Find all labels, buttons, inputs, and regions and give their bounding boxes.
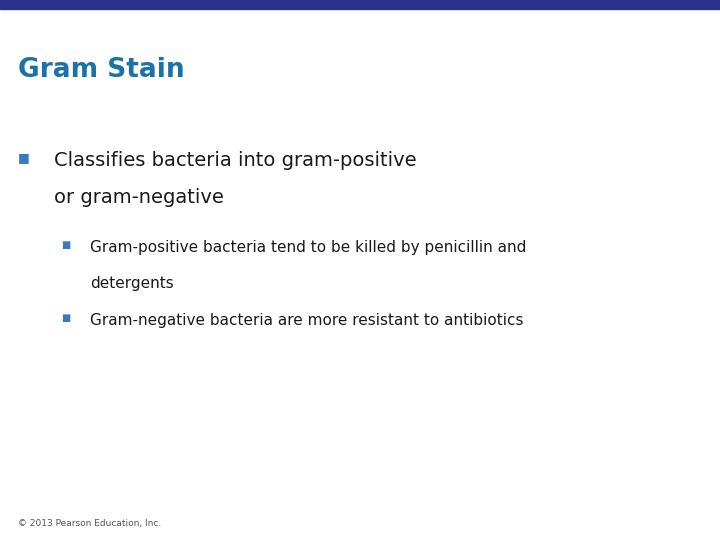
Text: ■: ■ [18,151,30,164]
Bar [0,0,720,9]
Text: Classifies bacteria into gram-positive: Classifies bacteria into gram-positive [54,151,417,170]
Text: ■: ■ [61,240,71,251]
Text: or gram-negative: or gram-negative [54,188,224,207]
Text: Gram-negative bacteria are more resistant to antibiotics: Gram-negative bacteria are more resistan… [90,313,523,328]
Text: detergents: detergents [90,276,174,292]
Text: Gram Stain: Gram Stain [18,57,184,83]
Text: © 2013 Pearson Education, Inc.: © 2013 Pearson Education, Inc. [18,519,161,528]
Text: Gram-positive bacteria tend to be killed by penicillin and: Gram-positive bacteria tend to be killed… [90,240,526,255]
Text: ■: ■ [61,313,71,323]
